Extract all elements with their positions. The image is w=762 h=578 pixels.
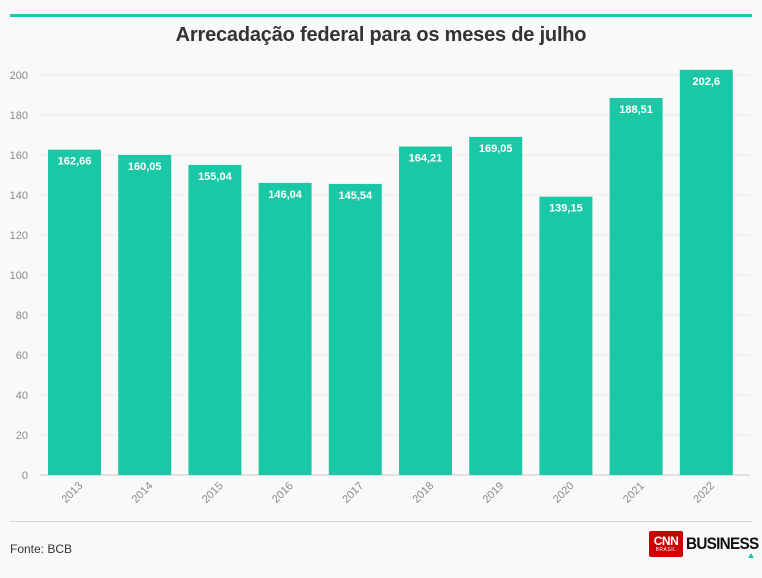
y-tick-label: 80 (16, 310, 28, 322)
bar-value-label: 155,04 (198, 171, 233, 183)
y-tick-label: 20 (16, 430, 28, 442)
x-tick-label: 2017 (340, 480, 366, 506)
bar-value-label: 169,05 (479, 143, 513, 155)
footer-divider (10, 521, 752, 522)
bar-chart: 0 20 40 60 80 100 120 140 160 180 200 162,66 2013 160… (10, 69, 750, 506)
bar (399, 146, 452, 475)
y-tick-label: 0 (22, 470, 28, 482)
cnn-brasil-logo-box: CNN BRASIL (649, 531, 683, 557)
bar-value-label: 160,05 (128, 161, 162, 173)
y-tick-label: 160 (10, 150, 28, 162)
bar (469, 136, 523, 475)
bar-value-label: 162,66 (58, 156, 92, 168)
logo-accent-triangle (748, 553, 754, 558)
top-accent-rule (10, 14, 752, 17)
bar (679, 69, 733, 476)
bar (539, 196, 593, 475)
y-tick-label: 200 (10, 70, 28, 82)
y-tick-label: 60 (16, 350, 28, 362)
y-tick-label: 40 (16, 390, 28, 402)
x-tick-label: 2014 (130, 480, 156, 506)
source-note: Fonte: BCB (10, 542, 73, 556)
bar-value-label: 146,04 (268, 189, 303, 201)
logo-brasil-text: BRASIL (655, 547, 677, 553)
bar (258, 182, 312, 476)
bar (48, 149, 101, 475)
x-tick-label: 2015 (200, 480, 226, 506)
bar-value-label: 145,54 (338, 190, 373, 202)
y-tick-label: 140 (10, 190, 28, 202)
x-tick-label: 2021 (621, 480, 647, 506)
x-tick-label: 2013 (59, 480, 85, 506)
bar (188, 164, 242, 476)
bar-value-label: 188,51 (619, 104, 653, 116)
x-tick-label: 2019 (481, 480, 507, 506)
bar-value-label: 139,15 (549, 203, 583, 215)
cnn-business-logo: CNN BRASIL BUSINESS (649, 531, 762, 557)
bar-value-label: 202,6 (693, 76, 721, 88)
logo-cnn-text: CNN (653, 534, 679, 548)
x-tick-label: 2022 (691, 480, 717, 506)
bar (328, 183, 382, 476)
y-tick-label: 100 (10, 270, 28, 282)
x-tick-label: 2016 (270, 480, 296, 506)
y-tick-label: 180 (10, 110, 28, 122)
x-tick-label: 2018 (410, 480, 436, 506)
logo-business-text: BUSINESS (686, 534, 759, 553)
y-tick-label: 120 (10, 230, 28, 242)
chart-title: Arrecadação federal para os meses de jul… (175, 24, 587, 46)
bar (118, 154, 172, 475)
x-tick-label: 2020 (551, 480, 577, 506)
bar (609, 97, 663, 475)
bar-value-label: 164,21 (409, 153, 443, 165)
